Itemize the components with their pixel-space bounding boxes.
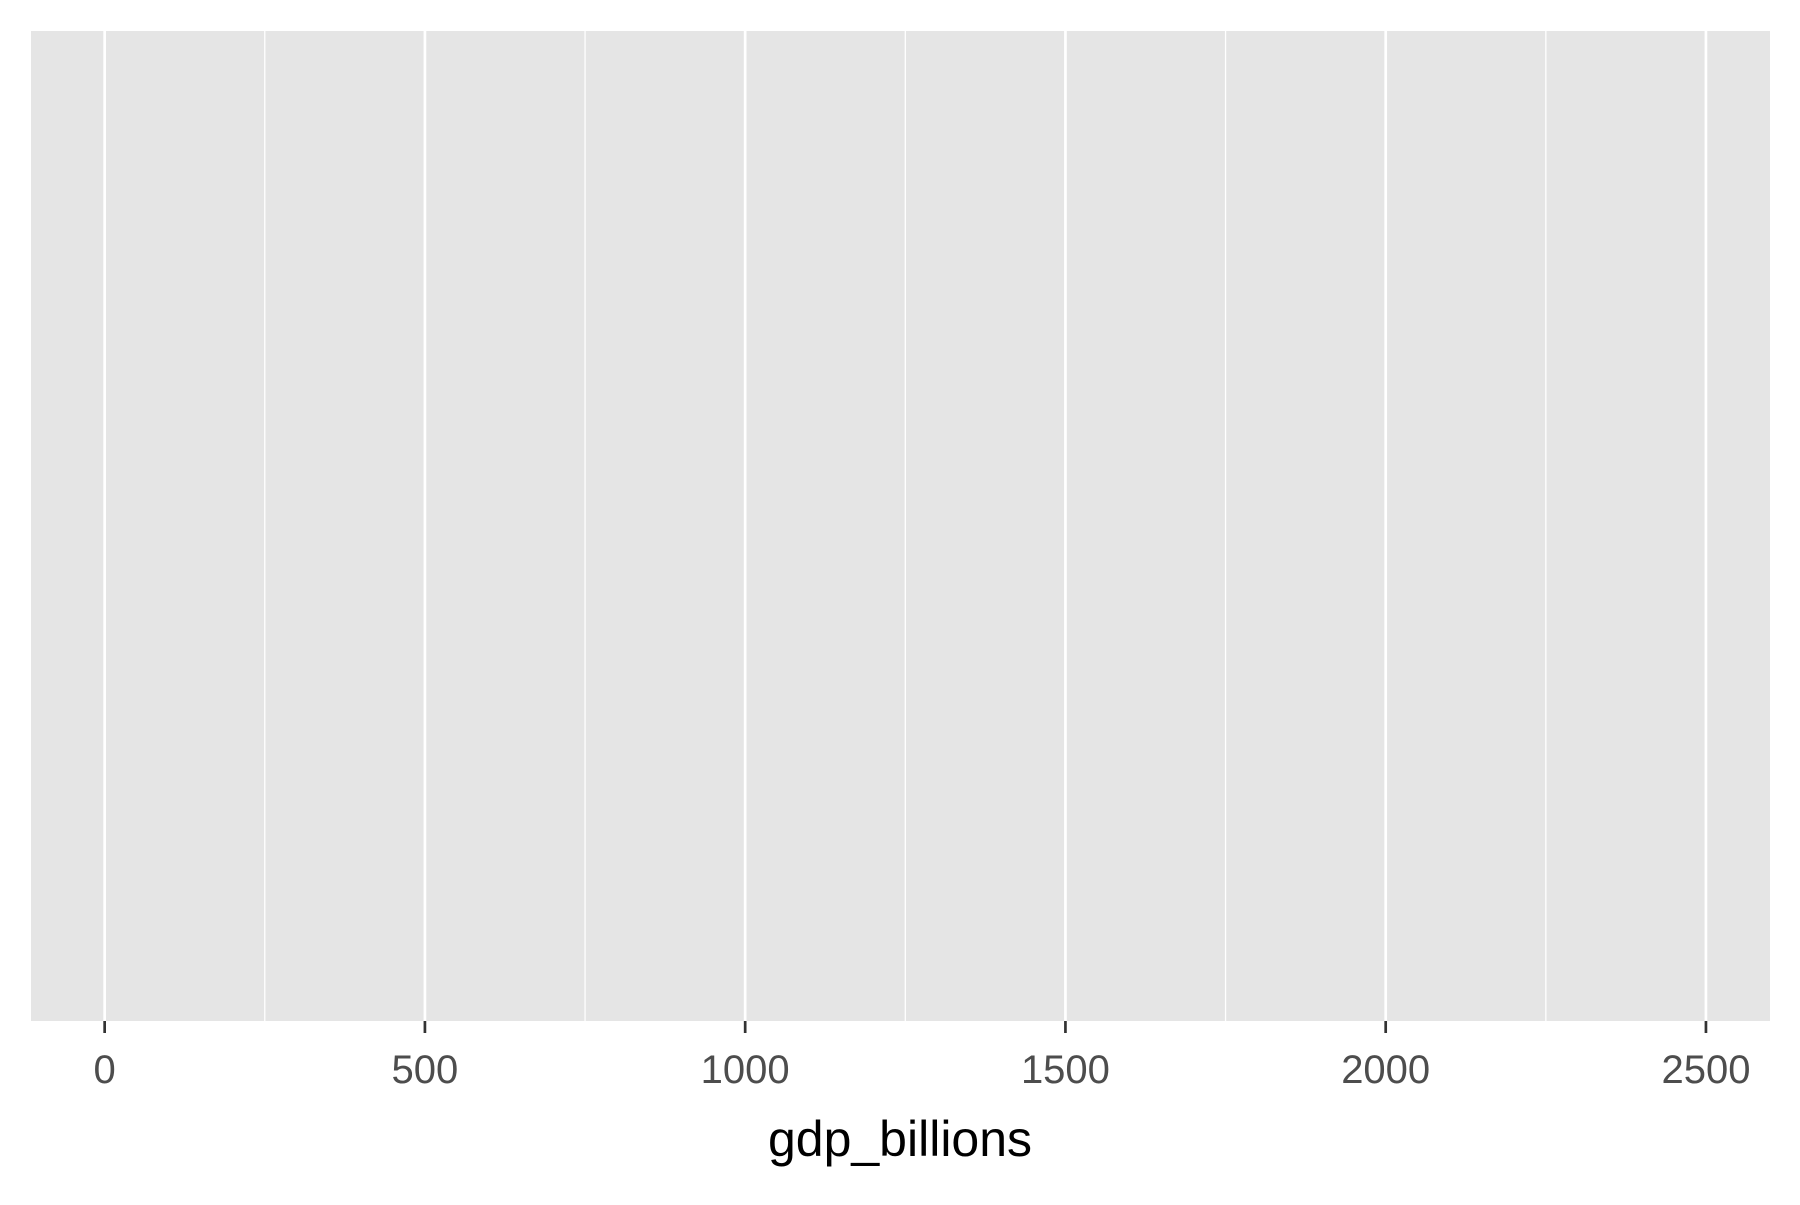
x-tick-label: 2000 — [1341, 1048, 1430, 1092]
x-axis-ticks — [103, 1021, 1708, 1033]
x-axis-title: gdp_billions — [768, 1111, 1032, 1167]
minor-gridlines — [264, 31, 1547, 1021]
plot-panel — [31, 31, 1770, 1021]
x-axis-tick-labels: 0 500 1000 1500 2000 2500 — [94, 1048, 1751, 1092]
major-gridlines — [103, 31, 1708, 1021]
x-tick-label: 0 — [94, 1048, 116, 1092]
x-tick-label: 500 — [392, 1048, 459, 1092]
x-tick-label: 2500 — [1661, 1048, 1750, 1092]
x-tick-label: 1500 — [1021, 1048, 1110, 1092]
x-tick-label: 1000 — [701, 1048, 790, 1092]
